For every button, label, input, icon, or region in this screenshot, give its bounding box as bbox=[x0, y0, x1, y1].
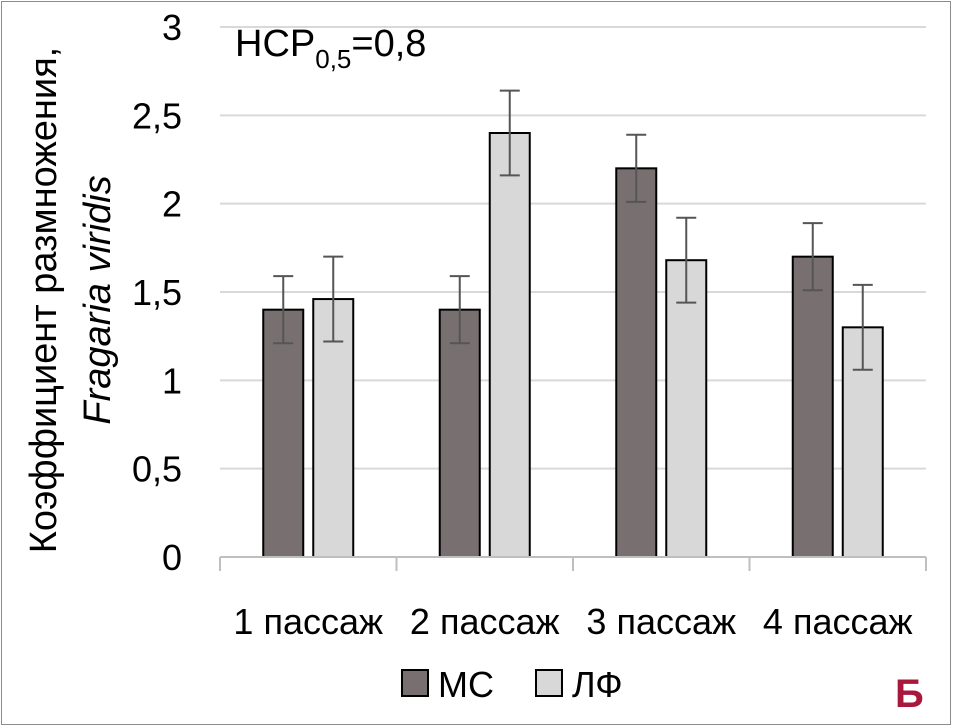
legend-swatch-lf bbox=[535, 669, 563, 697]
lsd-subscript: 0,5 bbox=[315, 44, 351, 74]
bars bbox=[262, 132, 884, 559]
error-bars bbox=[273, 89, 873, 371]
lsd-prefix: НСР bbox=[235, 23, 315, 65]
y-tick-label: 1 bbox=[162, 360, 182, 401]
bar-ms bbox=[615, 167, 658, 558]
y-tick-labels: 0 0,5 1 1,5 2 2,5 3 bbox=[132, 7, 182, 578]
y-tick-label: 2,5 bbox=[132, 95, 182, 136]
x-tick-label: 1 пассаж bbox=[233, 601, 383, 642]
y-tick-label: 0,5 bbox=[132, 449, 182, 490]
x-tick-label: 3 пассаж bbox=[586, 601, 736, 642]
bar-ms bbox=[262, 308, 305, 558]
legend-swatch-ms bbox=[401, 669, 429, 697]
bar-ms bbox=[438, 308, 481, 558]
panel-label: Б bbox=[895, 672, 924, 716]
legend: МС ЛФ bbox=[401, 664, 623, 705]
bar-lf bbox=[665, 259, 708, 558]
x-tick-label: 4 пассаж bbox=[763, 601, 913, 642]
x-tick-labels: 1 пассаж 2 пассаж 3 пассаж 4 пассаж bbox=[233, 601, 912, 642]
x-axis bbox=[219, 556, 927, 571]
y-axis-label-line1: Коэффициент размножения, bbox=[23, 47, 65, 553]
legend-label-lf: ЛФ bbox=[572, 664, 623, 705]
y-axis-label-line2: Fragaria viridis bbox=[77, 175, 119, 424]
x-tick-label: 2 пассаж bbox=[410, 601, 560, 642]
y-tick-label: 1,5 bbox=[132, 272, 182, 313]
y-tick-label: 0 bbox=[162, 537, 182, 578]
y-tick-label: 3 bbox=[162, 7, 182, 48]
bar-ms bbox=[791, 255, 834, 558]
y-tick-label: 2 bbox=[162, 184, 182, 225]
lsd-value: =0,8 bbox=[351, 23, 426, 65]
legend-label-ms: МС bbox=[438, 664, 494, 705]
lsd-annotation: НСР0,5=0,8 bbox=[235, 23, 426, 74]
bar-lf bbox=[488, 132, 531, 558]
